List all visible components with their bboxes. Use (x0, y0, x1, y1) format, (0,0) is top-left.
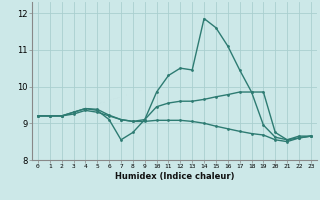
X-axis label: Humidex (Indice chaleur): Humidex (Indice chaleur) (115, 172, 234, 181)
